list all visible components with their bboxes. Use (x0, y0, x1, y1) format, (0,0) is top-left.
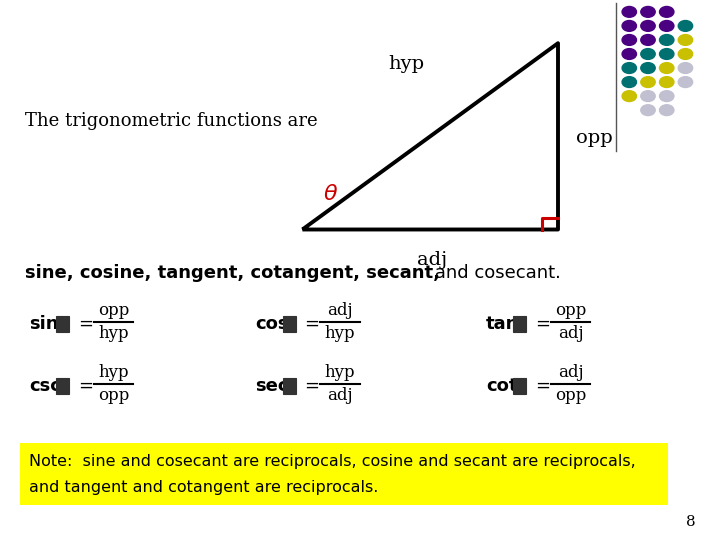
Circle shape (660, 49, 674, 59)
Text: adj: adj (558, 325, 583, 341)
Text: =: = (305, 377, 320, 395)
Text: 8: 8 (686, 515, 696, 529)
Circle shape (678, 21, 693, 31)
Bar (513, 378, 526, 394)
Text: hyp: hyp (98, 325, 129, 341)
Text: opp: opp (555, 387, 586, 403)
Circle shape (622, 35, 636, 45)
Text: cos: cos (256, 315, 289, 333)
Text: =: = (78, 315, 93, 333)
Circle shape (660, 21, 674, 31)
Circle shape (660, 6, 674, 17)
Circle shape (678, 63, 693, 73)
Circle shape (622, 91, 636, 102)
Text: sin: sin (29, 315, 58, 333)
Text: Note:  sine and cosecant are reciprocals, cosine and secant are reciprocals,: Note: sine and cosecant are reciprocals,… (29, 454, 636, 469)
Text: opp: opp (576, 129, 613, 147)
Circle shape (641, 91, 655, 102)
Text: csc: csc (29, 377, 60, 395)
Text: =: = (78, 377, 93, 395)
Circle shape (622, 63, 636, 73)
Circle shape (641, 49, 655, 59)
Circle shape (660, 35, 674, 45)
Text: opp: opp (98, 387, 129, 403)
Text: The trigonometric functions are: The trigonometric functions are (25, 112, 318, 131)
Text: hyp: hyp (98, 364, 129, 381)
Circle shape (641, 35, 655, 45)
Text: and tangent and cotangent are reciprocals.: and tangent and cotangent are reciprocal… (29, 480, 378, 495)
Circle shape (660, 91, 674, 102)
Text: =: = (535, 377, 550, 395)
Circle shape (678, 77, 693, 87)
Text: sec: sec (256, 377, 289, 395)
Circle shape (641, 63, 655, 73)
Text: hyp: hyp (389, 55, 425, 73)
Text: adj: adj (328, 302, 353, 319)
Text: =: = (535, 315, 550, 333)
Text: adj: adj (417, 251, 447, 269)
Text: =: = (305, 315, 320, 333)
Circle shape (660, 105, 674, 116)
Text: adj: adj (558, 364, 583, 381)
Circle shape (678, 49, 693, 59)
Bar (56, 378, 69, 394)
Bar (20, 443, 668, 505)
Text: and cosecant.: and cosecant. (429, 264, 561, 282)
Text: hyp: hyp (325, 364, 356, 381)
Text: tan: tan (486, 315, 519, 333)
Bar (283, 378, 296, 394)
Circle shape (641, 77, 655, 87)
Text: opp: opp (98, 302, 129, 319)
Bar (283, 316, 296, 332)
Circle shape (622, 6, 636, 17)
Circle shape (622, 77, 636, 87)
Circle shape (622, 21, 636, 31)
Circle shape (641, 21, 655, 31)
Text: sine, cosine, tangent, cotangent, secant,: sine, cosine, tangent, cotangent, secant… (25, 264, 440, 282)
Text: opp: opp (555, 302, 586, 319)
Circle shape (641, 6, 655, 17)
Circle shape (641, 105, 655, 116)
Circle shape (660, 63, 674, 73)
Text: cot: cot (486, 377, 518, 395)
Circle shape (660, 77, 674, 87)
Text: $\theta$: $\theta$ (323, 184, 338, 204)
Circle shape (622, 49, 636, 59)
Circle shape (678, 35, 693, 45)
Bar (56, 316, 69, 332)
Text: adj: adj (328, 387, 353, 403)
Text: hyp: hyp (325, 325, 356, 341)
Bar (513, 316, 526, 332)
